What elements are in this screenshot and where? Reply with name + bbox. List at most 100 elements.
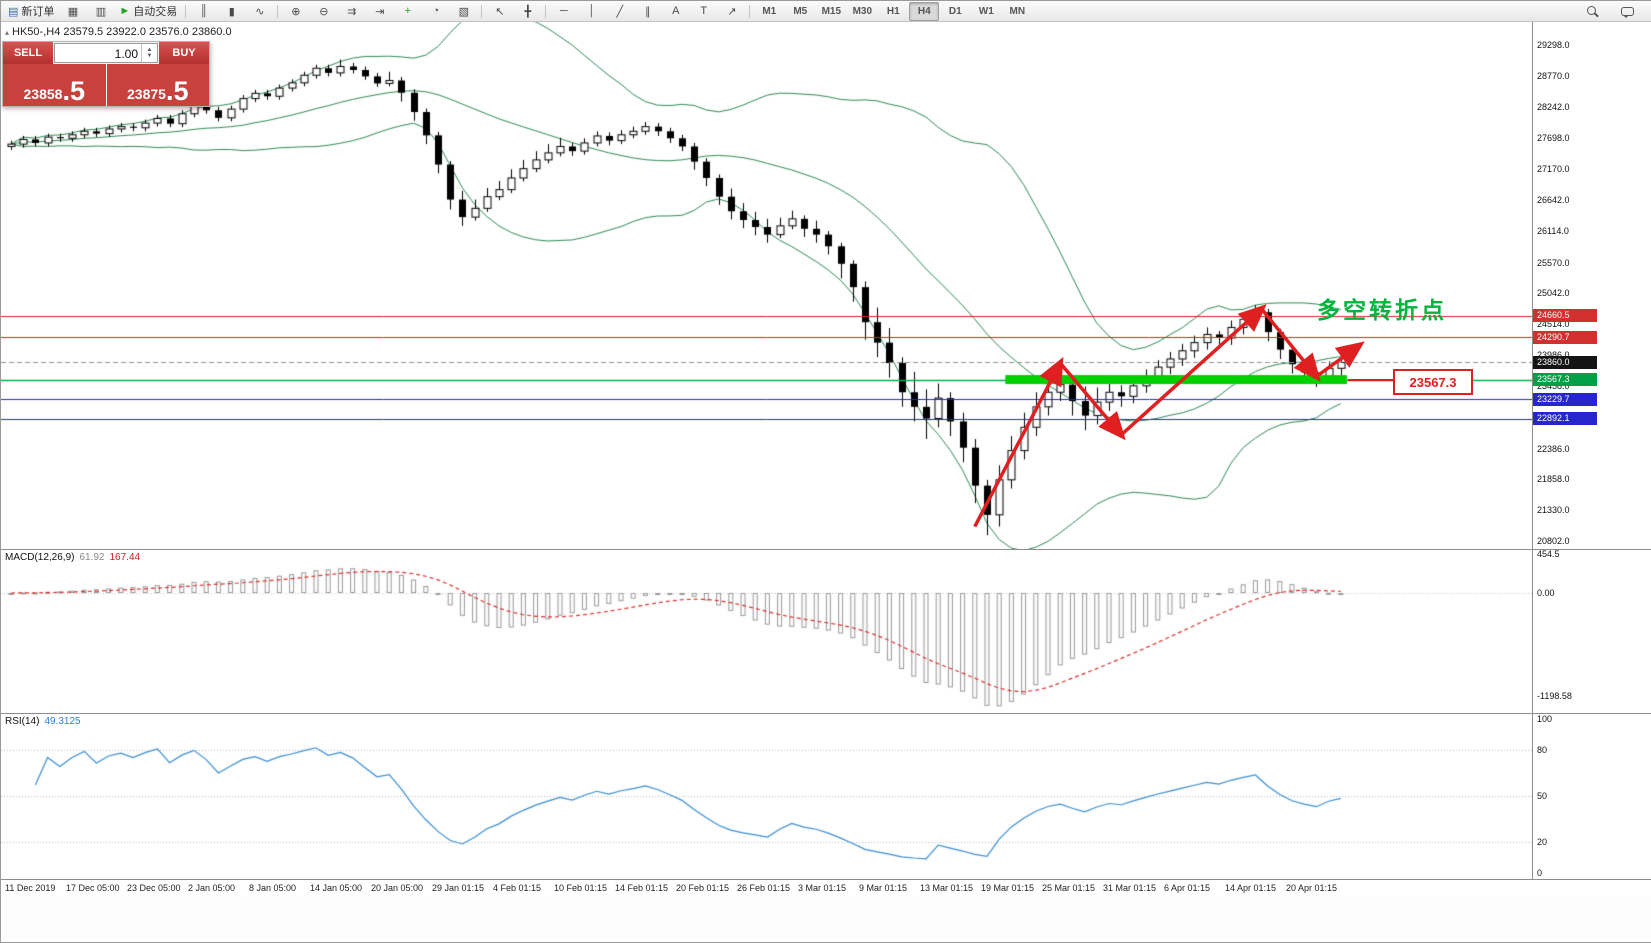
timeframe-h4-button[interactable]: H4 <box>909 1 940 21</box>
price-axis-label: 25042.0 <box>1537 288 1570 299</box>
zoom-in-button[interactable]: ⊕ <box>282 2 309 21</box>
periods-button-icon: ◔ <box>432 5 440 17</box>
auto-scroll-button[interactable]: ⇉ <box>338 2 365 21</box>
cursor-button[interactable]: ↖ <box>486 2 513 21</box>
new-order-button-icon: ▤ <box>8 5 19 18</box>
arrows-tool-button-icon: ↗ <box>727 5 737 18</box>
volume-up-icon[interactable]: ▲ <box>146 47 153 53</box>
time-axis-label: 14 Jan 05:00 <box>310 883 363 893</box>
price-axis-label: 28242.0 <box>1537 101 1570 112</box>
panel-separator[interactable] <box>1 549 1651 550</box>
channel-button[interactable]: ∥ <box>634 2 661 21</box>
macd-panel[interactable]: MACD(12,26,9) 61.92 167.44 <box>1 550 1532 713</box>
chat-button[interactable] <box>1614 2 1641 21</box>
candlestick-chart-canvas[interactable] <box>1 21 1532 549</box>
time-axis-label: 17 Dec 05:00 <box>66 883 120 893</box>
text-button-icon: A <box>672 5 680 17</box>
sell-button[interactable]: SELL <box>3 42 53 64</box>
volume-stepper[interactable]: ▲ ▼ <box>141 44 157 62</box>
price-axis-label: 20802.0 <box>1537 536 1570 546</box>
autotrading-button[interactable]: ► 自动交易 <box>115 2 181 21</box>
macd-main-value: 61.92 <box>79 552 105 563</box>
rsi-axis[interactable]: 100 80 50 20 0 <box>1532 714 1651 878</box>
axis-separator <box>1532 21 1533 879</box>
bar-chart-button[interactable]: ║ <box>190 2 217 21</box>
time-axis-label: 20 Feb 01:15 <box>676 883 730 893</box>
timeframe-m5-button[interactable]: M5 <box>785 2 815 21</box>
crosshair-button[interactable]: ╋ <box>514 2 541 21</box>
buy-price-button[interactable]: 23875.5 <box>106 64 209 106</box>
horizontal-line-button[interactable]: ─ <box>550 2 577 21</box>
text-label-button-icon: T <box>700 5 708 17</box>
rsi-label: RSI(14) 49.3125 <box>5 716 81 727</box>
rsi-axis-label: 20 <box>1537 837 1548 848</box>
buy-price-main: 23875 <box>127 86 166 102</box>
indicators-button[interactable]: + <box>394 2 421 21</box>
timeframe-mn-button[interactable]: MN <box>1002 2 1032 21</box>
text-button[interactable]: A <box>662 2 689 21</box>
timeframe-h1-button[interactable]: H1 <box>878 2 908 21</box>
price-axis-label: 27698.0 <box>1537 133 1570 144</box>
price-axis-label: 21858.0 <box>1537 474 1570 485</box>
new-order-button[interactable]: ▤ 新订单 <box>4 2 58 21</box>
new-order-button-label: 新订单 <box>21 6 55 18</box>
callout-connector-line <box>1348 379 1393 381</box>
cursor-button-icon: ↖ <box>495 5 505 18</box>
time-axis-label: 10 Feb 01:15 <box>554 883 608 893</box>
main-chart-panel[interactable]: ▴ HK50-,H4 23579.5 23922.0 23576.0 23860.… <box>1 21 1532 549</box>
trendline-button[interactable]: ╱ <box>606 2 633 21</box>
macd-axis[interactable]: 454.5 0.00 -1198.58 <box>1532 550 1651 713</box>
trade-panel-price-row: 23858.5 23875.5 <box>3 64 209 106</box>
templates-button[interactable]: ▧ <box>450 2 477 21</box>
candlestick-chart-button-icon: ▮ <box>228 5 235 18</box>
macd-name: MACD(12,26,9) <box>5 552 75 563</box>
timeframe-d1-button[interactable]: D1 <box>940 2 970 21</box>
buy-button[interactable]: BUY <box>159 42 209 64</box>
timeframe-m1-button[interactable]: M1 <box>754 2 784 21</box>
sell-price-button[interactable]: 23858.5 <box>3 64 106 106</box>
timeframe-w1-button[interactable]: W1 <box>971 2 1001 21</box>
time-axis-label: 11 Dec 2019 <box>5 883 56 893</box>
time-axis-label: 26 Feb 01:15 <box>737 883 791 893</box>
price-axis[interactable]: 29298.0 28770.0 28242.0 27698.0 27170.0 26642… <box>1532 21 1651 549</box>
arrows-tool-button[interactable]: ↗ <box>718 2 745 21</box>
volume-down-icon[interactable]: ▼ <box>146 53 153 59</box>
toolbar-separator <box>481 4 483 18</box>
time-axis-label: 25 Mar 01:15 <box>1042 883 1096 893</box>
sell-price-main: 23858 <box>23 86 63 102</box>
price-axis-label: 23986.0 <box>1537 350 1570 360</box>
search-button[interactable] <box>1579 2 1606 21</box>
price-axis-label: 29298.0 <box>1537 40 1570 50</box>
profiles-button[interactable]: ▥ <box>87 2 114 21</box>
panel-separator[interactable] <box>1 713 1651 714</box>
time-axis-label: 20 Apr 01:15 <box>1286 883 1338 893</box>
text-label-button[interactable]: T <box>690 2 717 21</box>
time-axis-label: 20 Jan 05:00 <box>371 883 424 893</box>
macd-label: MACD(12,26,9) 61.92 167.44 <box>5 552 140 563</box>
candlestick-chart-button[interactable]: ▮ <box>218 2 245 21</box>
macd-signal-value: 167.44 <box>109 552 141 563</box>
time-axis-label: 3 Mar 01:15 <box>798 883 847 893</box>
vertical-line-button[interactable]: │ <box>578 2 605 21</box>
timeframe-mn-button-label: MN <box>1009 5 1026 17</box>
time-axis-label: 8 Jan 05:00 <box>249 883 297 893</box>
toolbar: ▤ 新订单 ▦ ▥ ► 自动交易 ║ ▮ ∿ ⊕ ⊖ ⇉ ⇥ + ◔ ▧ ↖ ╋ ─ │ ╱ ∥ A T ↗ M1 M5 M15 M30… <box>1 1 1651 22</box>
zoom-out-button[interactable]: ⊖ <box>310 2 337 21</box>
rsi-axis-label: 80 <box>1537 744 1548 755</box>
time-axis[interactable]: 11 Dec 2019 17 Dec 05:00 23 Dec 05:00 2 Jan… <box>1 879 1651 897</box>
line-chart-button[interactable]: ∿ <box>246 2 273 21</box>
periods-button[interactable]: ◔ <box>422 2 449 21</box>
time-axis-label: 2 Jan 05:00 <box>188 883 236 893</box>
rsi-panel[interactable]: RSI(14) 49.3125 <box>1 714 1532 878</box>
timeframe-m15-button[interactable]: M15 <box>816 2 846 21</box>
indicators-button-icon: + <box>404 5 412 17</box>
chart-windows-button[interactable]: ▦ <box>59 2 86 21</box>
volume-input[interactable]: 1.00 ▲ ▼ <box>54 43 158 63</box>
timeframe-m30-button[interactable]: M30 <box>847 2 877 21</box>
chart-shift-button[interactable]: ⇥ <box>366 2 393 21</box>
macd-canvas[interactable] <box>1 550 1532 713</box>
macd-axis-label: 454.5 <box>1537 550 1560 560</box>
rsi-canvas[interactable] <box>1 714 1532 878</box>
toolbar-separator <box>185 4 187 18</box>
search-icon <box>1587 5 1598 17</box>
